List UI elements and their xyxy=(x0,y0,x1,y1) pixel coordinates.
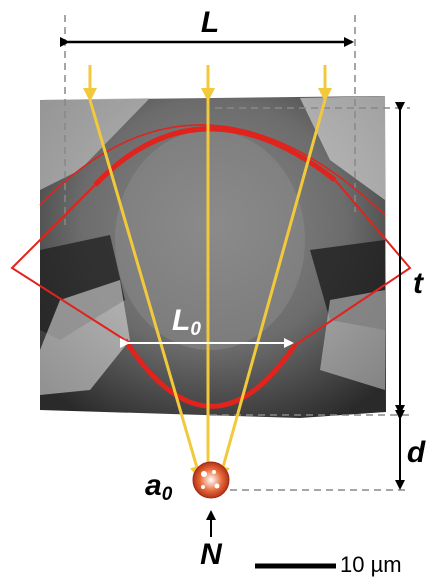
particle xyxy=(193,462,229,498)
label-d: d xyxy=(407,436,426,469)
label-l0-base: L xyxy=(172,304,190,337)
scale-bar-label: 10 µm xyxy=(340,552,402,577)
label-n: N xyxy=(200,538,223,571)
label-l0-sub: 0 xyxy=(190,319,201,340)
label-a0-base: a xyxy=(145,469,162,502)
micrograph xyxy=(40,96,386,418)
label-l: L xyxy=(201,6,219,39)
label-a0: a0 xyxy=(145,469,173,505)
diagram: L L0 t d a0 N 10 µm xyxy=(0,0,427,580)
label-a0-sub: 0 xyxy=(162,484,173,505)
label-t: t xyxy=(413,267,425,300)
page: {"labels": {"L": "L", "L0": {"base": "L"… xyxy=(0,0,427,580)
